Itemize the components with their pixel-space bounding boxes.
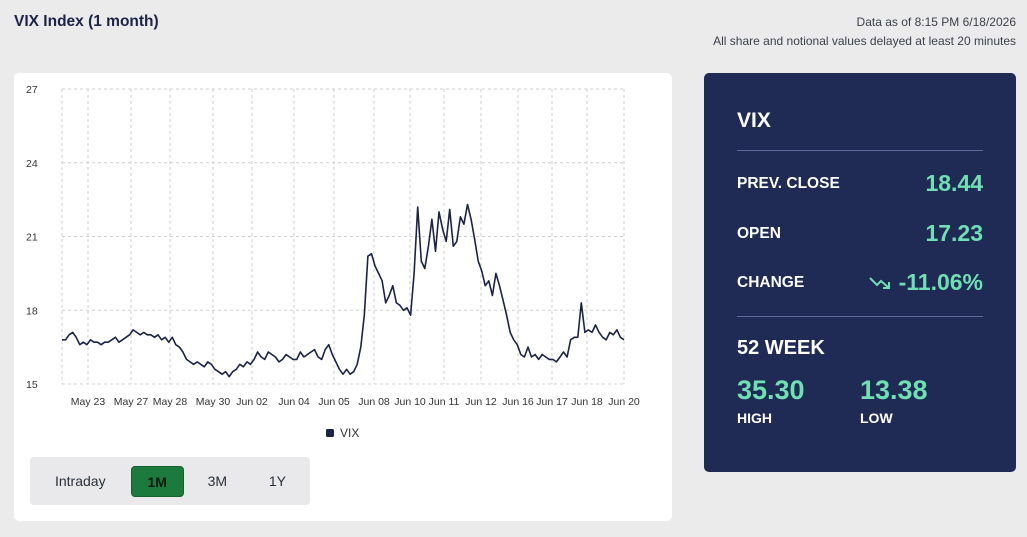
x-tick-label: May 23 bbox=[71, 396, 106, 408]
x-tick-label: May 30 bbox=[196, 396, 231, 408]
y-tick-label: 27 bbox=[26, 84, 38, 96]
week52-high-label: HIGH bbox=[737, 410, 772, 426]
y-tick-label: 21 bbox=[26, 232, 38, 244]
week52-high: 35.30 HIGH bbox=[737, 375, 805, 426]
change-row: CHANGE -11.06% bbox=[737, 269, 983, 296]
week52-high-value: 35.30 bbox=[737, 375, 805, 405]
vix-line-chart: 15 18 21 24 27 May 23 May 27 May 28 May 30 Jun 02… bbox=[26, 84, 640, 440]
page-title: VIX Index (1 month) bbox=[14, 13, 159, 30]
legend-swatch-vix bbox=[326, 429, 334, 437]
open-label: OPEN bbox=[737, 224, 781, 242]
range-selector: Intraday 1M 3M 1Y bbox=[30, 457, 310, 505]
data-timestamp: Data as of 8:15 PM 6/18/2026 All share a… bbox=[713, 13, 1016, 51]
x-tick-label: Jun 02 bbox=[236, 396, 268, 408]
y-tick-label: 24 bbox=[26, 158, 38, 170]
change-value: -11.06% bbox=[898, 269, 983, 295]
x-tick-label: Jun 18 bbox=[571, 396, 603, 408]
x-tick-label: Jun 20 bbox=[608, 396, 640, 408]
legend-label-vix: VIX bbox=[340, 426, 359, 440]
prev-close-label: PREV. CLOSE bbox=[737, 174, 840, 192]
week52-low: 13.38 LOW bbox=[860, 375, 928, 426]
week52-low-label: LOW bbox=[860, 410, 893, 426]
change-container: -11.06% bbox=[868, 269, 983, 296]
week52-label: 52 WEEK bbox=[737, 337, 825, 359]
prev-close-value: 18.44 bbox=[925, 170, 983, 196]
x-tick-label: Jun 05 bbox=[318, 396, 350, 408]
x-tick-label: Jun 11 bbox=[429, 396, 460, 408]
range-tab-intraday[interactable]: Intraday bbox=[54, 472, 106, 489]
x-tick-label: Jun 17 bbox=[536, 396, 568, 408]
range-tab-1y[interactable]: 1Y bbox=[268, 472, 286, 489]
symbol-label: VIX bbox=[737, 109, 771, 132]
quote-panel: VIX PREV. CLOSE 18.44 OPEN 17.23 CHANGE … bbox=[704, 73, 1016, 472]
week52-low-value: 13.38 bbox=[860, 375, 928, 405]
prev-close-row: PREV. CLOSE 18.44 bbox=[737, 170, 983, 197]
trending-down-icon bbox=[868, 276, 890, 289]
open-value: 17.23 bbox=[925, 220, 983, 246]
range-tab-3m[interactable]: 3M bbox=[207, 472, 228, 489]
x-tick-label: May 28 bbox=[153, 396, 188, 408]
delay-note: All share and notional values delayed at… bbox=[713, 34, 1016, 48]
open-row: OPEN 17.23 bbox=[737, 220, 983, 247]
x-tick-label: Jun 12 bbox=[465, 396, 497, 408]
x-tick-label: Jun 16 bbox=[502, 396, 534, 408]
y-tick-label: 18 bbox=[26, 305, 38, 317]
series-line-vix bbox=[62, 203, 625, 378]
x-tick-label: Jun 08 bbox=[358, 396, 390, 408]
divider bbox=[737, 150, 983, 151]
range-tab-1m[interactable]: 1M bbox=[130, 465, 184, 497]
x-tick-label: Jun 04 bbox=[278, 396, 310, 408]
x-tick-label: May 27 bbox=[114, 396, 149, 408]
divider bbox=[737, 316, 983, 317]
data-as-of: Data as of 8:15 PM 6/18/2026 bbox=[856, 15, 1016, 29]
y-tick-label: 15 bbox=[26, 379, 38, 391]
chart-card: 15 18 21 24 27 May 23 May 27 May 28 May 30 Jun 02… bbox=[14, 73, 672, 521]
change-label: CHANGE bbox=[737, 273, 805, 291]
x-tick-label: Jun 10 bbox=[394, 396, 426, 408]
